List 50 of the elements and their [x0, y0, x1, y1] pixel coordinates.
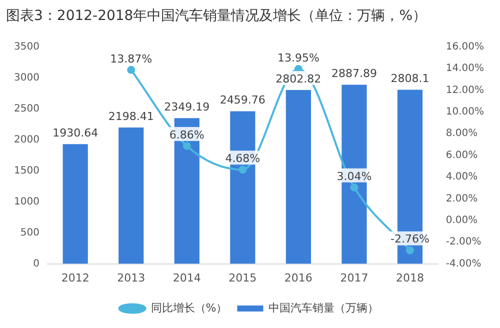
legend-label: 中国汽车销量（万辆） [268, 301, 379, 314]
y2-tick-label: 2.00% [446, 193, 478, 204]
point [406, 246, 414, 254]
y2-tick-label: 14.00% [446, 63, 484, 74]
x-tick-label: 2012 [61, 271, 90, 284]
data-label: 4.68% [225, 152, 260, 165]
data-label: 13.95% [277, 51, 320, 64]
x-tick-label: 2017 [340, 271, 368, 284]
bar [118, 128, 144, 264]
y2-tick-label: 8.00% [446, 128, 478, 140]
y2-tick-label: 16.00% [446, 41, 484, 52]
data-label: 3.04% [336, 170, 372, 183]
data-label: 2808.1 [390, 72, 430, 86]
point [238, 166, 247, 174]
x-tick-label: 2018 [396, 271, 424, 284]
point [182, 142, 191, 150]
y-tick-label: 500 [20, 227, 40, 238]
y-tick-label: 0 [33, 258, 40, 270]
y-tick-label: 1500 [14, 165, 40, 176]
data-label: -2.76% [390, 232, 430, 246]
y2-tick-label: 4.00% [446, 172, 478, 183]
y2-tick-label: 0.00% [446, 214, 478, 226]
data-label: 2198.41 [108, 110, 154, 123]
y-tick-label: 3500 [14, 41, 40, 52]
y-tick-label: 1000 [14, 196, 40, 208]
x-tick-label: 2014 [172, 271, 201, 284]
y2-tick-label: 10.00% [446, 106, 484, 118]
y2-tick-label: 12.00% [446, 84, 484, 96]
data-label: 6.86% [169, 128, 204, 142]
x-tick-label: 2016 [284, 271, 312, 284]
y-tick-label: 3000 [14, 72, 40, 84]
data-label: 2349.19 [164, 100, 210, 114]
chart-title: 图表3：2012-2018年中国汽车销量情况及增长（单位：万辆，%） [6, 8, 427, 24]
y-tick-label: 2000 [14, 134, 40, 146]
data-label: 2459.76 [220, 94, 266, 107]
y2-tick-label: -2.00% [446, 236, 482, 248]
bar [286, 90, 311, 264]
data-label: 2802.82 [276, 72, 322, 86]
point [350, 183, 358, 192]
y2-tick-label: 6.00% [446, 150, 478, 161]
legend-label: 同比增长（%） [150, 301, 228, 314]
y2-tick-label: -4.00% [446, 258, 482, 270]
x-tick-label: 2015 [228, 271, 257, 284]
bar [62, 144, 88, 264]
point [127, 66, 136, 74]
x-tick-label: 2013 [117, 271, 146, 284]
data-label: 2887.89 [331, 67, 377, 80]
y-tick-label: 2500 [14, 103, 40, 114]
data-label: 1930.64 [52, 126, 98, 140]
data-label: 13.87% [110, 52, 152, 66]
